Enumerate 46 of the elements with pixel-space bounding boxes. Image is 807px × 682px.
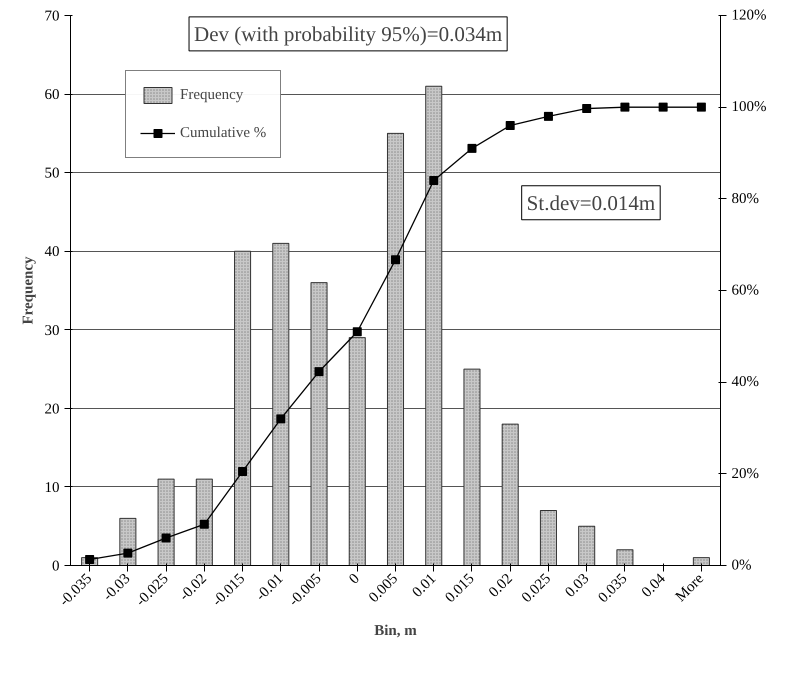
y2-tick-label: 40% xyxy=(732,374,759,390)
point xyxy=(429,176,438,185)
y-tick-label: 0 xyxy=(52,558,60,574)
y2-tick-label: 80% xyxy=(732,190,759,207)
point xyxy=(506,121,515,130)
x-tick-label: 0.03 xyxy=(562,570,592,601)
y2-tick-label: 100% xyxy=(732,99,766,116)
y2-tick-label: 0% xyxy=(732,558,752,574)
y-tick-label: 60 xyxy=(44,87,60,104)
legend-label: Cumulative % xyxy=(180,124,266,142)
point xyxy=(276,414,286,424)
point xyxy=(314,367,324,376)
y-tick-label: 50 xyxy=(44,166,60,182)
y2-tick-label: 20% xyxy=(732,466,759,482)
point xyxy=(200,520,209,529)
point xyxy=(162,534,171,542)
y-tick-label: 30 xyxy=(44,322,60,339)
y-tick-label: 20 xyxy=(44,401,60,418)
point xyxy=(620,102,630,112)
annotation: Dev (with probability 95%)=0.034m xyxy=(194,22,502,46)
point xyxy=(467,144,476,153)
y-tick-label: 40 xyxy=(44,244,60,260)
x-tick-label: 0.01 xyxy=(410,570,440,601)
y-tick-label: 70 xyxy=(44,8,60,24)
point xyxy=(352,327,362,336)
annotation: St.dev=0.014m xyxy=(526,190,656,215)
x-tick-label: -0.03 xyxy=(100,570,134,604)
x-axis-title: Bin, m xyxy=(374,623,418,640)
y2-tick-label: 60% xyxy=(732,282,759,298)
legend-label: Frequency xyxy=(180,86,244,104)
point xyxy=(391,255,400,264)
point xyxy=(85,555,94,564)
point xyxy=(123,548,132,558)
point xyxy=(238,467,248,476)
point xyxy=(658,102,668,112)
x-tick-label: 0.04 xyxy=(638,570,670,601)
x-tick-label: -0.01 xyxy=(253,570,286,604)
x-tick-label: 0 xyxy=(346,570,363,588)
point xyxy=(696,102,706,112)
y2-tick-label: 120% xyxy=(732,8,766,24)
point xyxy=(544,112,553,121)
y-tick-label: 10 xyxy=(44,480,60,496)
point xyxy=(582,104,592,114)
x-tick-label: 0.02 xyxy=(486,570,516,601)
x-tick-label: -0.02 xyxy=(176,570,210,604)
y-axis-title: Frequency xyxy=(20,256,36,325)
